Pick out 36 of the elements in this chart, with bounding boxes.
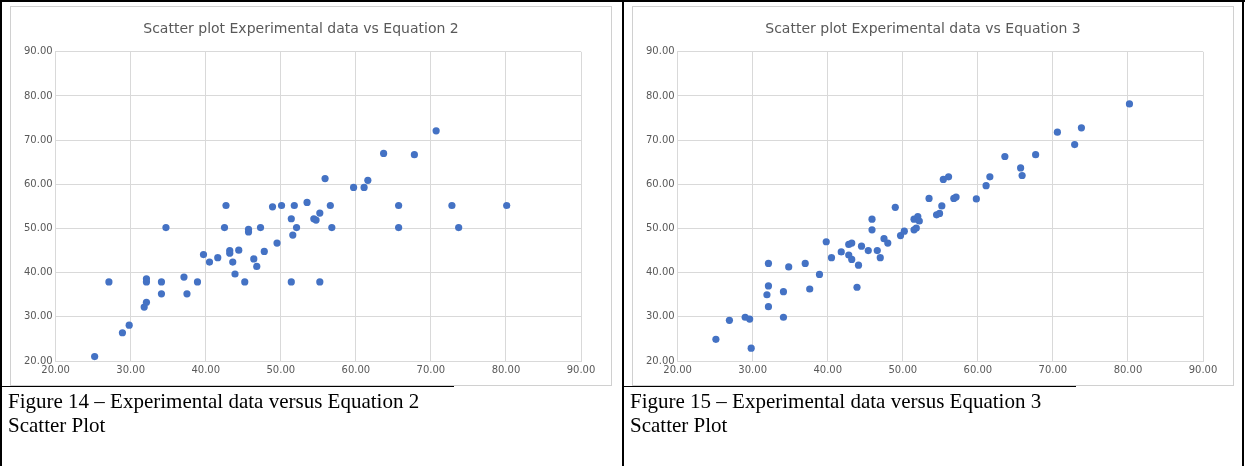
y-tick-label: 90.00 [23, 45, 53, 57]
x-tick-label: 80.00 [491, 363, 521, 375]
y-tick-label: 90.00 [645, 45, 675, 57]
y-tick-label: 50.00 [23, 222, 53, 234]
y-tick-label: 80.00 [23, 89, 53, 101]
x-tick-label: 50.00 [888, 363, 918, 375]
y-tick-label: 80.00 [645, 89, 675, 101]
y-tick-label: 50.00 [645, 222, 675, 234]
x-tick-label: 40.00 [813, 363, 843, 375]
x-tick-label: 80.00 [1113, 363, 1143, 375]
x-tick-label: 90.00 [566, 363, 596, 375]
y-tick-label: 30.00 [23, 310, 53, 322]
caption: Figure 14 – Experimental data versus Equation 2 Scatter Plot [2, 386, 454, 439]
x-tick-label: 30.00 [738, 363, 767, 375]
y-tick-label: 70.00 [645, 133, 675, 145]
y-tick-label: 40.00 [23, 266, 53, 278]
y-tick-label: 20.00 [23, 354, 53, 366]
x-tick-label: 90.00 [1188, 363, 1218, 375]
y-tick-label: 40.00 [645, 266, 675, 278]
x-tick-label: 70.00 [1038, 363, 1068, 375]
x-tick-label: 70.00 [416, 363, 446, 375]
y-tick-label: 30.00 [645, 310, 675, 322]
y-tick-label: 60.00 [645, 177, 675, 189]
x-tick-label: 40.00 [191, 363, 221, 375]
x-tick-label: 20.00 [663, 363, 692, 375]
x-tick-label: 50.00 [266, 363, 296, 375]
caption: Figure 15 – Experimental data versus Equation 3 Scatter Plot [624, 386, 1076, 439]
y-tick-label: 70.00 [23, 133, 53, 145]
y-tick-label: 60.00 [23, 177, 53, 189]
x-tick-label: 20.00 [41, 363, 70, 375]
y-tick-label: 20.00 [645, 354, 675, 366]
chart-title: Scatter plot Experimental data vs Equation 3 [765, 20, 1081, 37]
x-tick-label: 30.00 [116, 363, 145, 375]
x-tick-label: 60.00 [341, 363, 371, 375]
x-tick-label: 60.00 [963, 363, 993, 375]
chart-title: Scatter plot Experimental data vs Equation 2 [143, 20, 459, 37]
